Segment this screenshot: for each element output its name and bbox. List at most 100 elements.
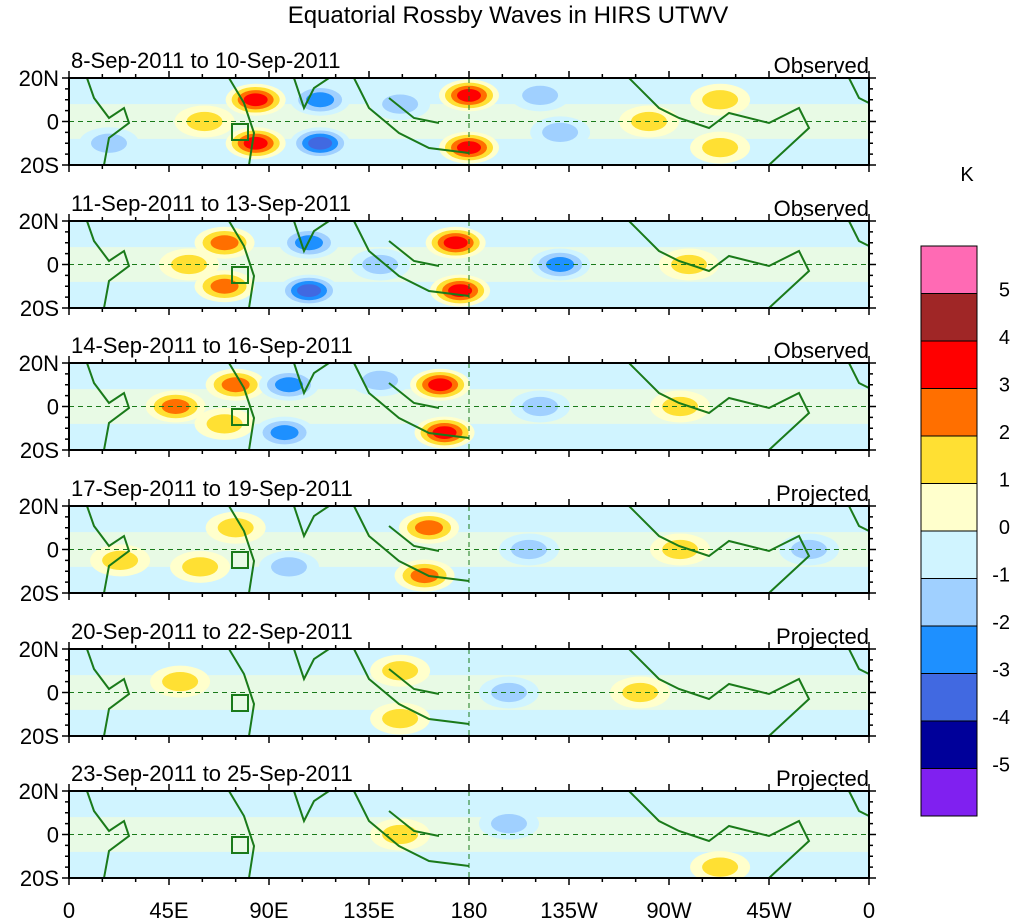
map-panel: 14-Sep-2011 to 16-Sep-2011 Observed 20N 0 20… — [19, 333, 876, 463]
panel-date-range: 17-Sep-2011 to 19-Sep-2011 — [71, 476, 353, 501]
lat-label: 20N — [19, 779, 59, 804]
panel-date-range: 8-Sep-2011 to 10-Sep-2011 — [71, 48, 341, 73]
colorbar-label: -3 — [992, 660, 1010, 682]
map-panel: 8-Sep-2011 to 10-Sep-2011 Observed 20N 0 20S — [19, 48, 876, 178]
colorbar-label: 0 — [999, 517, 1010, 539]
panel-status: Projected — [776, 624, 869, 649]
lon-label: 135W — [540, 898, 598, 923]
contour-fill — [522, 85, 559, 105]
lat-label: 20N — [19, 66, 59, 91]
contour-fill — [491, 682, 527, 703]
contour-fill — [271, 557, 307, 577]
colorbar-label: -1 — [992, 565, 1010, 587]
lon-label: 180 — [451, 898, 488, 923]
map-panel: 11-Sep-2011 to 13-Sep-2011 Observed 20N 0 20… — [19, 191, 876, 321]
contour-fill — [221, 377, 250, 393]
contour-fill — [443, 236, 468, 250]
lat-label: 20N — [19, 209, 59, 234]
colorbar-swatch — [920, 720, 978, 769]
colorbar-swatch — [920, 293, 978, 342]
lat-label: 0 — [47, 538, 59, 563]
lat-label: 0 — [47, 110, 59, 135]
lon-label: 90W — [646, 898, 691, 923]
contour-fill — [275, 377, 303, 393]
contour-fill — [457, 89, 481, 102]
panel-status: Observed — [774, 196, 869, 221]
figure-title: Equatorial Rossby Waves in HIRS UTWV — [288, 2, 729, 29]
panel-status: Observed — [774, 53, 869, 78]
contour-fill — [382, 661, 419, 681]
map-panel: 17-Sep-2011 to 19-Sep-2011 Projected 20N 0 2… — [19, 476, 876, 606]
lat-label: 20N — [19, 494, 59, 519]
contour-fill — [362, 254, 399, 275]
panel-status: Observed — [774, 338, 869, 363]
contour-fill — [457, 141, 481, 154]
panel-date-range: 23-Sep-2011 to 25-Sep-2011 — [71, 761, 353, 786]
contour-fill — [243, 93, 268, 107]
lat-label: 0 — [47, 823, 59, 848]
colorbar-swatch — [920, 245, 978, 294]
contour-fill — [546, 257, 575, 272]
lon-label: 45W — [746, 898, 791, 923]
lat-label: 20S — [20, 724, 59, 749]
contour-fill — [162, 672, 199, 692]
contour-fill — [432, 426, 457, 439]
colorbar-label: 4 — [999, 327, 1010, 349]
contour-fill — [210, 235, 239, 251]
colorbar-label: -4 — [992, 707, 1010, 729]
contour-fill — [702, 90, 739, 110]
map-panel: 20-Sep-2011 to 22-Sep-2011 Projected 20N 0 2… — [19, 619, 876, 749]
colorbar-swatch — [920, 530, 978, 579]
colorbar-swatch — [920, 340, 978, 389]
lat-label: 0 — [47, 395, 59, 420]
colorbar-swatch — [920, 578, 978, 627]
colorbar-swatch — [920, 768, 978, 817]
colorbar-label: -5 — [992, 755, 1010, 777]
contour-fill — [243, 136, 268, 150]
colorbar-swatch — [920, 388, 978, 437]
lon-axis: 0 45E 90E 135E 180 135W 90W 45W 0 — [63, 898, 875, 923]
lon-label: 0 — [63, 898, 75, 923]
contour-fill — [182, 557, 219, 577]
contour-fill — [308, 136, 333, 150]
panel-date-range: 14-Sep-2011 to 16-Sep-2011 — [71, 333, 353, 358]
lon-label: 0 — [863, 898, 875, 923]
contour-fill — [702, 857, 739, 877]
contour-fill — [161, 399, 190, 414]
panel-status: Projected — [776, 766, 869, 791]
contour-fill — [491, 814, 527, 834]
contour-fill — [206, 414, 243, 434]
contour-fill — [102, 550, 139, 570]
lat-label: 20S — [20, 866, 59, 891]
contour-fill — [410, 568, 439, 584]
lon-label: 135E — [343, 898, 394, 923]
contour-fill — [306, 92, 335, 108]
colorbar-swatch — [920, 673, 978, 722]
colorbar-label: 3 — [999, 375, 1010, 397]
panel-date-range: 11-Sep-2011 to 13-Sep-2011 — [71, 191, 351, 216]
contour-fill — [542, 122, 579, 142]
lon-label: 90E — [249, 898, 288, 923]
lon-label: 45E — [149, 898, 188, 923]
lat-label: 20S — [20, 153, 59, 178]
contour-fill — [382, 94, 419, 114]
contour-fill — [210, 278, 239, 294]
contour-fill — [362, 370, 399, 390]
lat-label: 0 — [47, 253, 59, 278]
colorbar-units: K — [960, 164, 974, 186]
contour-fill — [702, 138, 739, 158]
lat-label: 20S — [20, 296, 59, 321]
contour-fill — [217, 518, 254, 538]
colorbar-swatch — [920, 435, 978, 484]
panel-status: Projected — [776, 481, 869, 506]
lat-label: 0 — [47, 681, 59, 706]
contour-fill — [382, 709, 419, 729]
contour-fill — [662, 396, 699, 417]
map-panel: 23-Sep-2011 to 25-Sep-2011 Projected 20N 0 2… — [19, 761, 876, 891]
colorbar-swatch — [920, 625, 978, 674]
colorbar-label: 1 — [999, 470, 1010, 492]
lat-label: 20S — [20, 438, 59, 463]
colorbar-label: 5 — [999, 280, 1010, 302]
contour-fill — [297, 284, 321, 297]
